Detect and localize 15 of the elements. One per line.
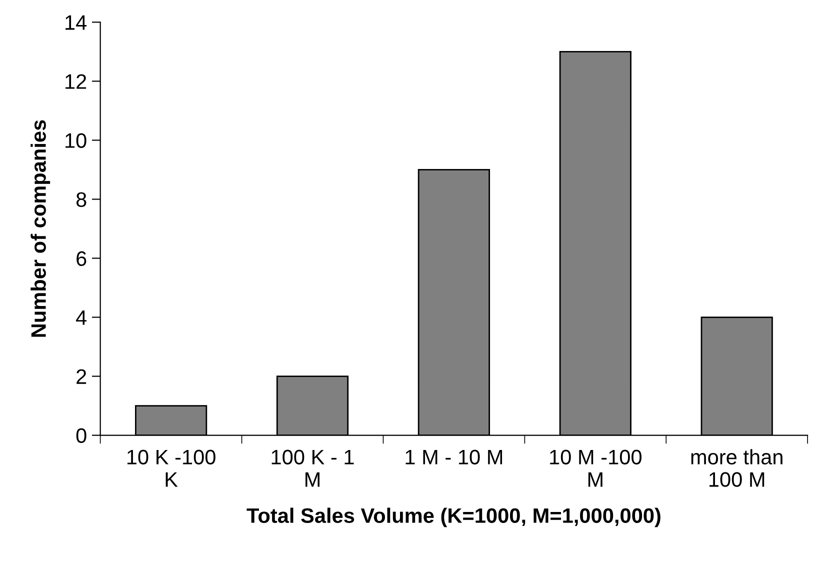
y-tick-label: 8	[76, 192, 86, 207]
x-axis-title: Total Sales Volume (K=1000, M=1,000,000)	[246, 508, 660, 528]
y-tick-label: 4	[76, 310, 87, 325]
x-tick-label: 10 K -100 K	[127, 450, 216, 487]
y-axis-title: Number of companies	[30, 120, 50, 337]
y-tick-label: 10	[66, 133, 86, 148]
y-tick-label: 14	[66, 15, 87, 30]
x-tick-label: 100 K - 1 M	[272, 450, 354, 487]
y-tick-label: 2	[76, 369, 86, 384]
y-tick-label: 6	[76, 251, 86, 266]
y-tick-label: 0	[76, 428, 86, 444]
x-tick-label: 10 M -100 M	[550, 450, 642, 487]
x-tick-label: more than 100 M	[691, 449, 782, 487]
x-tick-label: 1 M - 10 M	[406, 450, 502, 464]
y-tick-label: 12	[66, 74, 86, 89]
